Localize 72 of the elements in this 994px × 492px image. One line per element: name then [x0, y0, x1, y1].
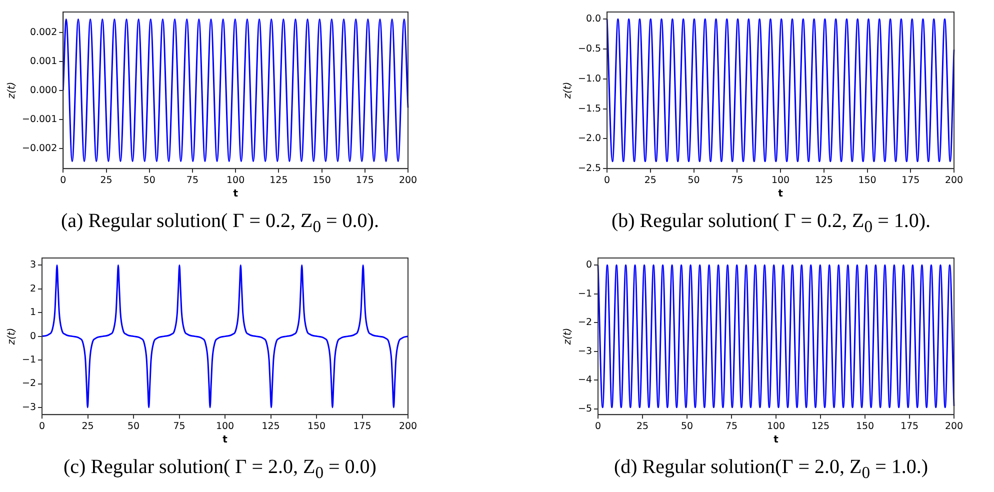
y-tick-label: −2 [578, 317, 592, 328]
x-tick-label: 125 [270, 174, 288, 186]
y-tick-label: −1.0 [578, 73, 602, 84]
x-tick-label: 100 [766, 420, 786, 432]
text: (a) Regular solution( Γ = 0.2, Z$_{0}$ = 0.0). [60, 210, 380, 237]
y-tick-label: 2 [30, 283, 36, 294]
y-tick-label: −3 [578, 346, 592, 357]
y-tick-label: −0.5 [578, 44, 602, 55]
x-tick-label: 25 [636, 420, 649, 432]
text: (b) Regular solution( Γ = 0.2, Z$_{0}$ = 1.0). [610, 210, 932, 237]
line-series [62, 18, 409, 162]
y-axis-title: z(t) [562, 82, 574, 100]
x-tick-label: 25 [644, 174, 656, 186]
y-tick-label: −3 [22, 402, 36, 413]
x-tick-label: 200 [398, 420, 418, 432]
y-tick-label: 0 [586, 260, 592, 271]
y-tick-label: −1 [578, 288, 592, 300]
y-axis-title: z(t) [6, 82, 18, 100]
x-tick-label: 100 [771, 174, 790, 186]
y-axis-title: z(t) [562, 328, 574, 346]
x-tick-label: 50 [143, 174, 156, 186]
y-tick-label: 0.002 [30, 26, 58, 38]
line-series [41, 264, 409, 408]
x-axis-title: t [778, 188, 784, 200]
x-tick-label: 75 [725, 420, 738, 432]
x-tick-label: 175 [900, 420, 919, 432]
x-tick-label: 50 [688, 174, 700, 186]
x-tick-label: 100 [226, 174, 245, 186]
x-tick-label: 175 [902, 174, 920, 186]
x-tick-label: 75 [173, 420, 186, 432]
y-tick-label: −0.001 [22, 114, 58, 125]
x-tick-label: 150 [307, 420, 326, 432]
x-tick-label: 125 [262, 420, 280, 432]
x-tick-label: 0 [604, 174, 610, 186]
text: (c) Regular solution( Γ = 2.0, Z$_{0}$ = 0.0) [62, 456, 378, 483]
y-tick-label: −4 [578, 374, 592, 386]
x-axis-title: t [222, 434, 228, 446]
x-tick-label: 200 [398, 174, 418, 186]
y-tick-label: 0.001 [30, 56, 58, 67]
x-tick-label: 150 [856, 420, 874, 432]
x-tick-label: 0 [60, 174, 66, 186]
y-tick-label: −0.002 [22, 142, 58, 154]
x-tick-label: 150 [312, 174, 331, 186]
x-tick-label: 25 [100, 174, 112, 186]
y-tick-label: 0.0 [586, 14, 602, 25]
x-tick-label: 75 [731, 174, 744, 186]
x-tick-label: 200 [944, 420, 964, 432]
text: (d) Regular solution(Γ = 2.0, Z$_{0}$ = 1.0.) [612, 456, 930, 483]
x-tick-label: 25 [82, 420, 94, 432]
y-tick-label: 0 [30, 330, 36, 342]
x-axis-title: t [774, 434, 779, 446]
y-tick-label: −2 [22, 378, 36, 390]
x-tick-label: 125 [811, 420, 830, 432]
x-tick-label: 50 [127, 420, 140, 432]
y-tick-label: −1 [22, 354, 36, 366]
y-axis-title: z(t) [6, 328, 18, 346]
x-tick-label: 200 [944, 174, 964, 186]
x-tick-label: 150 [858, 174, 876, 186]
x-axis-title: t [233, 188, 238, 200]
y-tick-label: −5 [578, 403, 592, 414]
y-tick-label: −2.5 [578, 163, 602, 174]
x-tick-label: 125 [814, 174, 833, 186]
x-tick-label: 75 [186, 174, 199, 186]
y-tick-label: −1.5 [578, 103, 602, 114]
y-tick-label: −2.0 [578, 133, 602, 144]
x-tick-label: 175 [353, 420, 372, 432]
x-tick-label: 100 [216, 420, 234, 432]
y-tick-label: 1 [30, 307, 36, 318]
x-tick-label: 175 [356, 174, 374, 186]
x-tick-label: 50 [680, 420, 694, 432]
y-tick-label: 0.000 [30, 84, 58, 96]
y-tick-label: 3 [30, 260, 36, 271]
